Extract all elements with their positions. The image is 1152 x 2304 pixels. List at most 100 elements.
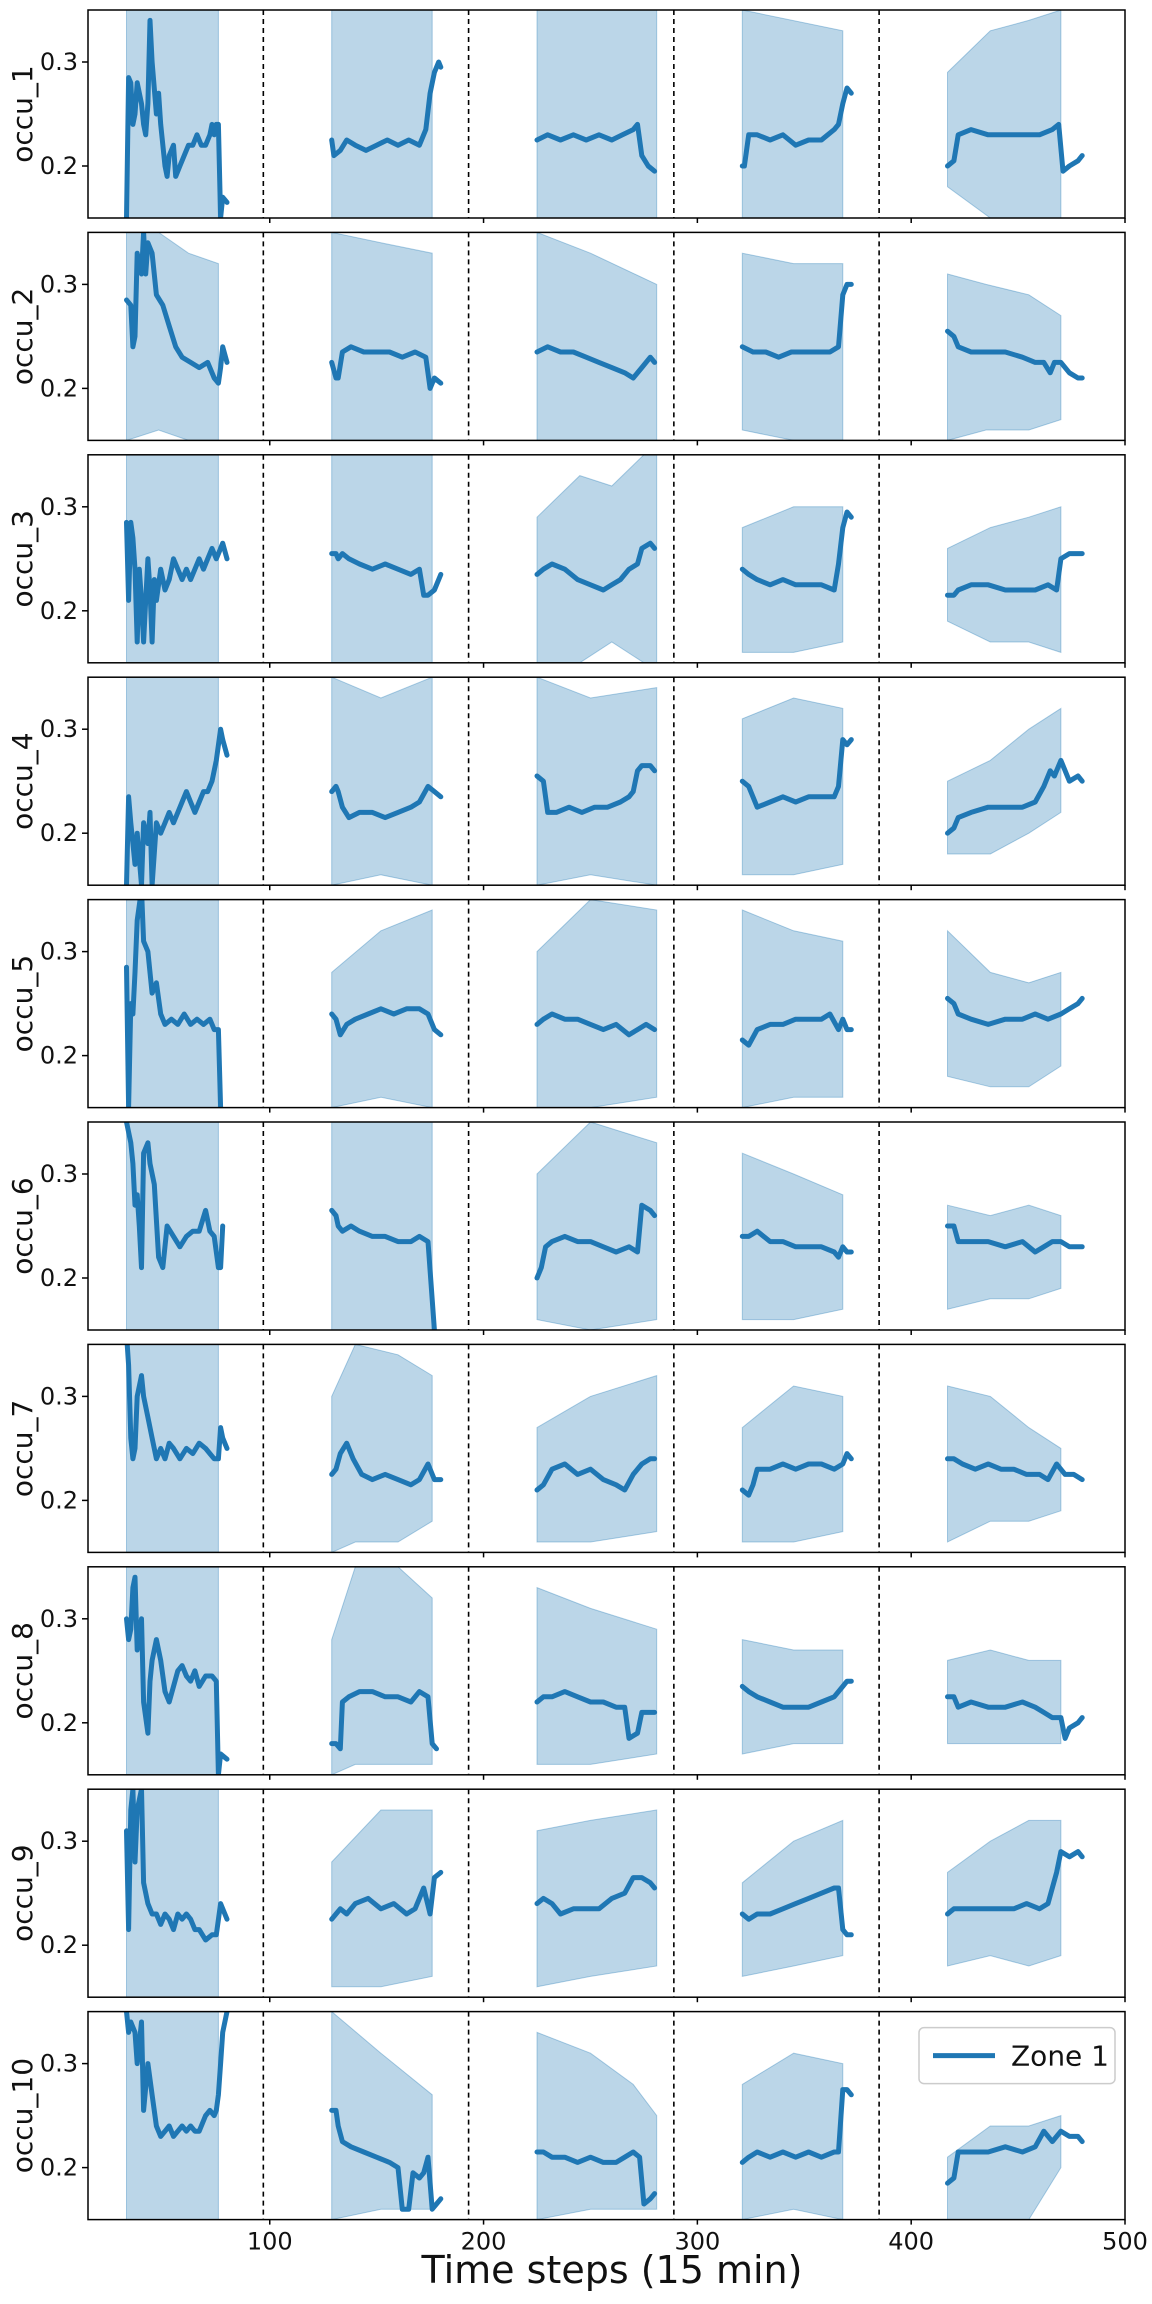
y-axis-label-occu_8: occu_8 — [6, 1622, 39, 1719]
uncertainty-band-segment-3 — [536, 1809, 658, 1988]
mean-line-segment-1 — [124, 1574, 230, 1775]
uncertainty-band-segment-3 — [536, 1122, 658, 1330]
y-tick-label: 0.3 — [40, 493, 78, 521]
legend-box — [918, 2026, 1116, 2085]
mean-line-segment-4 — [739, 85, 854, 169]
uncertainty-band-segment-3 — [536, 454, 658, 663]
uncertainty-band-segment-2 — [331, 677, 433, 886]
panel-frame — [87, 2010, 1126, 2221]
uncertainty-band-segment-4 — [741, 909, 844, 1108]
mean-line-segment-2 — [329, 1689, 439, 1752]
plot-area — [124, 677, 1085, 886]
uncertainty-band-segment-3 — [536, 899, 658, 1108]
panels-container: 0.20.3occu_10.20.3occu_20.20.3occu_30.20… — [6, 9, 1126, 2225]
mean-line-segment-5 — [945, 995, 1085, 1027]
uncertainty-band-segment-4 — [741, 1385, 844, 1543]
y-tick-label: 0.2 — [40, 1931, 78, 1959]
y-tick-label: 0.2 — [40, 2154, 78, 2182]
y-axis-label-occu_9: occu_9 — [6, 1844, 39, 1941]
y-axis-label-occu_2: occu_2 — [6, 288, 39, 385]
uncertainty-band-segment-4 — [741, 1638, 844, 1755]
mean-line-segment-5 — [945, 1456, 1085, 1483]
uncertainty-band-segment-4 — [741, 1152, 844, 1321]
mean-line-segment-4 — [739, 1011, 854, 1048]
uncertainty-band-segment-2 — [331, 10, 433, 218]
x-tick-label: 200 — [461, 2228, 507, 2256]
mean-line-segment-5 — [945, 1849, 1085, 1917]
uncertainty-band-segment-2 — [331, 1566, 433, 1775]
panel-frame — [87, 1788, 1126, 1998]
x-axis-ticks: 100 200 300 400 500 — [247, 2228, 1148, 2256]
mean-line-segment-1 — [124, 232, 230, 386]
y-tick-label: 0.2 — [40, 1042, 78, 1070]
plot-area — [124, 899, 1085, 1108]
panel-frame — [87, 454, 1126, 664]
mean-line-segment-5 — [945, 2128, 1085, 2186]
y-axis-label-occu_3: occu_3 — [6, 510, 39, 607]
mean-line-segment-4 — [739, 1885, 854, 1938]
uncertainty-band-segment-4 — [741, 506, 844, 653]
mean-line-segment-4 — [739, 1678, 854, 1710]
uncertainty-band-segment-2 — [331, 1344, 433, 1553]
mean-line-segment-3 — [534, 344, 658, 381]
mean-line-segment-2 — [329, 1207, 437, 1330]
uncertainty-band-segment-1 — [126, 1122, 219, 1330]
y-tick-label: 0.2 — [40, 1709, 78, 1737]
y-tick-label: 0.2 — [40, 1486, 78, 1514]
mean-line-segment-4 — [739, 281, 854, 360]
uncertainty-band-segment-5 — [947, 506, 1062, 654]
panel-frame — [87, 9, 1126, 219]
panel-frame — [87, 898, 1126, 1109]
plot-area — [124, 1122, 1085, 1330]
mean-line-segment-4 — [739, 737, 854, 810]
mean-line-segment-4 — [739, 1228, 854, 1260]
mean-line-segment-4 — [739, 2087, 854, 2165]
y-axis-label-occu_7: occu_7 — [6, 1400, 39, 1497]
mean-line-segment-5 — [945, 328, 1085, 381]
panel-frame — [87, 1121, 1126, 1331]
mean-line-segment-2 — [329, 1006, 444, 1038]
uncertainty-band-segment-4 — [741, 2052, 844, 2220]
uncertainty-band-segment-5 — [947, 1385, 1062, 1543]
plot-area — [124, 2011, 1085, 2220]
mean-line-segment-2 — [329, 344, 444, 391]
mean-line-segment-4 — [739, 509, 854, 593]
panel-frame — [87, 676, 1126, 886]
x-axis-label: Time steps (15 min) — [421, 2248, 803, 2292]
mean-line-segment-1 — [124, 519, 230, 645]
mean-line-segment-3 — [534, 1011, 658, 1038]
y-tick-label: 0.3 — [40, 938, 78, 966]
y-tick-label: 0.2 — [40, 152, 78, 180]
mean-line-segment-2 — [329, 1440, 444, 1488]
mean-line-segment-5 — [945, 1223, 1085, 1255]
uncertainty-band-segment-5 — [947, 707, 1062, 855]
uncertainty-band-segment-5 — [947, 929, 1062, 1088]
mean-line-segment-1 — [124, 1122, 226, 1271]
y-tick-label: 0.3 — [40, 1827, 78, 1855]
uncertainty-band-segment-1 — [126, 899, 219, 1108]
mean-line-segment-5 — [945, 1694, 1085, 1741]
y-axis-label-occu_5: occu_5 — [6, 955, 39, 1052]
uncertainty-band-segment-5 — [947, 1819, 1062, 1967]
uncertainty-band-segment-5 — [947, 10, 1062, 218]
mean-line-segment-3 — [534, 1202, 658, 1281]
uncertainty-band-segment-4 — [741, 252, 844, 441]
x-tick-label: 300 — [674, 2228, 720, 2256]
y-tick-label: 0.2 — [40, 1264, 78, 1292]
uncertainty-band-segment-2 — [331, 1809, 433, 1988]
uncertainty-band-segment-2 — [331, 2011, 433, 2220]
panel-frame — [87, 231, 1126, 442]
mean-line-segment-2 — [329, 551, 444, 598]
x-tick-label: 500 — [1102, 2228, 1148, 2256]
y-tick-label: 0.3 — [40, 270, 78, 298]
plot-area — [124, 232, 1085, 441]
y-tick-label: 0.2 — [40, 819, 78, 847]
uncertainty-band-segment-3 — [536, 10, 658, 218]
mean-line-segment-2 — [329, 783, 444, 821]
y-axis-label-occu_4: occu_4 — [6, 732, 39, 829]
plot-area — [124, 1566, 1085, 1775]
